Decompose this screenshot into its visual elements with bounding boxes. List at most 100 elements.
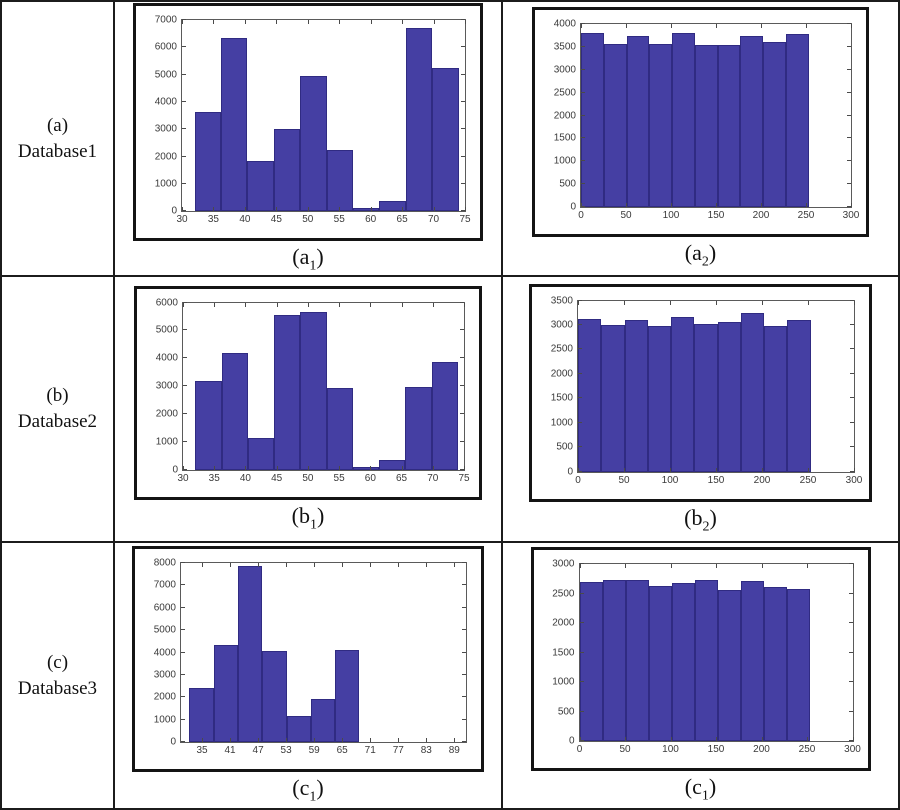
x-tick-mark <box>398 738 400 743</box>
x-axis-tick-label: 83 <box>420 745 432 757</box>
x-tick-mark <box>370 207 372 212</box>
y-axis-tick-label: 1000 <box>153 714 176 726</box>
x-tick-mark <box>183 465 184 470</box>
y-tick-mark <box>182 73 186 75</box>
caption-subscript: 1 <box>701 788 709 804</box>
y-tick-mark <box>462 696 466 698</box>
y-axis-tick-label: 2000 <box>550 368 573 380</box>
y-tick-mark <box>848 622 853 624</box>
caption-text: (c <box>292 775 310 801</box>
y-axis-tick-label: 5000 <box>153 624 176 636</box>
histogram-bar <box>326 388 353 470</box>
y-tick-mark <box>182 210 186 212</box>
x-tick-mark <box>716 300 717 305</box>
x-axis-tick-label: 45 <box>271 472 283 484</box>
y-axis-tick-label: 2000 <box>552 617 575 629</box>
histogram-bar <box>740 312 765 472</box>
x-axis-tick-label: 30 <box>177 472 189 484</box>
y-tick-mark <box>462 584 466 586</box>
x-tick-mark <box>182 20 183 25</box>
x-tick-mark <box>339 207 341 212</box>
histogram-bar <box>785 34 809 208</box>
x-tick-mark <box>339 20 341 25</box>
y-tick-mark <box>579 622 584 624</box>
x-tick-mark <box>213 207 215 212</box>
histogram-bar <box>694 44 718 208</box>
row-label-c: (c) Database3 <box>18 650 97 701</box>
y-tick-mark <box>848 651 853 653</box>
y-tick-mark <box>581 68 585 70</box>
x-axis-tick-label: 150 <box>707 210 725 222</box>
histogram-a2-box: 0 500 1000 1500 2000 2500 3000 3500 4000 0 50 100 15… <box>532 7 869 238</box>
histogram-a1-box: 0 1000 2000 3000 4000 5000 6000 7000 30 35 40 45 50 5… <box>133 3 483 242</box>
y-tick-mark <box>460 357 464 359</box>
histogram-bar <box>247 161 274 212</box>
x-tick-mark <box>762 300 763 305</box>
caption-text: (a <box>292 244 310 270</box>
x-tick-mark <box>761 203 762 208</box>
histogram-bar <box>671 316 695 472</box>
histogram-bar <box>671 583 695 742</box>
y-axis-tick-label: 500 <box>559 178 576 190</box>
y-tick-mark <box>579 563 584 565</box>
y-tick-mark <box>850 299 854 301</box>
histogram-bar <box>578 318 602 472</box>
x-axis-tick-label: 59 <box>308 745 320 757</box>
caption-text: ) <box>708 240 717 266</box>
y-tick-mark <box>581 160 585 162</box>
histogram-bar <box>300 312 327 470</box>
x-tick-mark <box>307 20 309 25</box>
chart-cell-b2: 0 500 1000 1500 2000 2500 3000 3500 0 50 100 150 200… <box>503 277 898 543</box>
x-tick-mark <box>670 737 672 742</box>
row-label-cell-a: (a) Database1 <box>2 2 115 277</box>
y-tick-mark <box>847 45 851 47</box>
y-tick-mark <box>461 128 465 130</box>
x-tick-mark <box>465 20 466 25</box>
x-tick-mark <box>762 467 763 472</box>
x-tick-mark <box>852 737 854 742</box>
histogram-c1-left-box: 0 1000 2000 3000 4000 5000 6000 7000 8000 35 41 47 5… <box>132 546 484 773</box>
y-tick-mark <box>850 372 854 374</box>
row-label-letter: (a) <box>46 114 69 136</box>
row-label-database: Database1 <box>17 140 98 162</box>
histogram-a1-plot: 0 1000 2000 3000 4000 5000 6000 7000 30 35 40 45 50 5… <box>155 15 471 226</box>
y-tick-mark <box>578 470 582 472</box>
y-tick-mark <box>181 584 185 586</box>
x-axis-tick-label: 47 <box>252 745 264 757</box>
histogram-c1-right-box: 0 500 1000 1500 2000 2500 3000 0 50 100 150 200 250 3… <box>530 547 871 772</box>
y-tick-mark <box>461 155 465 157</box>
x-axis-tick-label: 50 <box>620 210 632 222</box>
y-tick-mark <box>460 412 464 414</box>
y-tick-mark <box>462 673 466 675</box>
x-tick-mark <box>432 465 434 470</box>
row-label-database: Database3 <box>17 677 98 699</box>
x-axis-tick-label: 250 <box>799 474 817 486</box>
x-tick-mark <box>370 465 372 470</box>
x-tick-mark <box>370 302 372 307</box>
histogram-bar <box>764 326 788 472</box>
y-tick-mark <box>579 651 584 653</box>
x-axis-tick-label: 100 <box>662 210 680 222</box>
y-axis-tick-label: 7000 <box>154 14 177 26</box>
x-tick-mark <box>432 302 434 307</box>
y-axis-tick-label: 0 <box>567 466 573 478</box>
x-tick-mark <box>342 563 344 568</box>
caption-text: ) <box>709 504 717 530</box>
y-tick-mark <box>578 421 582 423</box>
caption-text: ) <box>317 502 325 528</box>
histogram-bar <box>379 201 406 212</box>
y-axis-tick-label: 2000 <box>553 110 576 122</box>
x-axis-tick-label: 200 <box>753 474 771 486</box>
y-axis-tick-label: 1000 <box>550 417 573 429</box>
y-tick-mark <box>847 160 851 162</box>
x-tick-mark <box>808 300 809 305</box>
histogram-bar <box>602 580 626 742</box>
x-axis-tick-label: 65 <box>336 745 348 757</box>
x-tick-mark <box>716 467 717 472</box>
histogram-bar <box>786 589 810 742</box>
caption-text: ) <box>708 774 717 800</box>
caption-text: (c <box>684 774 702 800</box>
histogram-bar <box>220 37 248 212</box>
histogram-bar <box>787 320 811 472</box>
x-tick-mark <box>276 465 278 470</box>
